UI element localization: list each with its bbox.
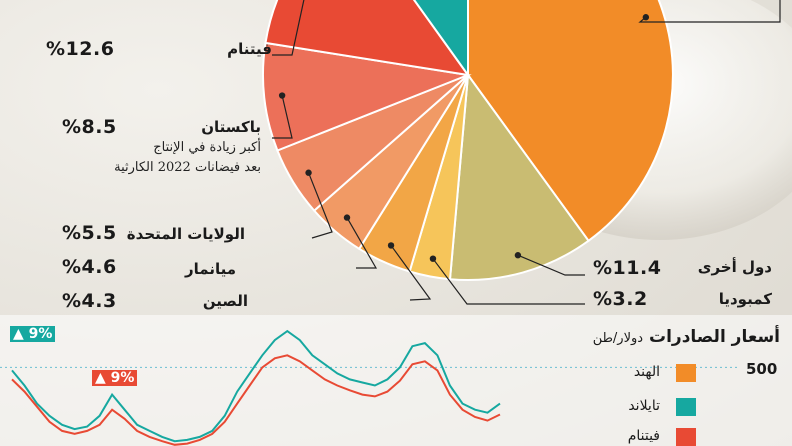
leader-india-dot <box>642 14 650 21</box>
leader-china-dot <box>387 242 395 249</box>
leader-others-line <box>517 254 585 276</box>
label-cambodia: كمبوديا <box>718 290 772 308</box>
price-series-1 <box>11 329 501 443</box>
label-leader-lines <box>272 0 781 305</box>
thailand-change-tag: ▲ 9% <box>10 326 56 342</box>
leader-myanmar-line <box>346 217 378 269</box>
legend-india: الهند <box>633 364 660 380</box>
pie-slice-8 <box>412 0 469 79</box>
pct-pakistan: %8.5 <box>62 116 117 138</box>
leader-others-dot <box>514 252 522 259</box>
leader-usa-line <box>307 172 333 239</box>
leader-pakistan-line <box>272 95 293 139</box>
pie-slice-6 <box>261 41 472 152</box>
legend-swatch-india <box>676 364 696 382</box>
pct-vietnam: %12.6 <box>46 38 115 60</box>
pct-china: %4.3 <box>62 290 117 312</box>
leader-cambodia-dot <box>429 255 437 262</box>
pie-slice-7 <box>264 0 471 77</box>
pie-slice-0 <box>467 0 674 243</box>
leader-cambodia-line <box>432 258 585 305</box>
y-tick-500: 500 <box>746 360 778 378</box>
leader-usa-dot <box>305 169 312 176</box>
pie-slice-1 <box>448 72 590 281</box>
label-usa: الولايات المتحدة <box>126 225 245 243</box>
legend-thailand: تايلاند <box>628 398 660 414</box>
legend-swatch-thailand <box>676 398 696 416</box>
pct-myanmar: %4.6 <box>62 256 117 278</box>
price-lines <box>0 329 740 446</box>
legend-vietnam: فيتنام <box>627 428 660 444</box>
label-myanmar: ميانمار <box>185 260 236 278</box>
leader-vietnam-line <box>272 0 305 56</box>
label-china: الصين <box>202 292 248 310</box>
pct-others: %11.4 <box>593 257 662 279</box>
leader-myanmar-dot <box>343 214 351 221</box>
vietnam-change-tag: ▲ 9% <box>92 370 138 386</box>
label-pakistan: باكستان <box>201 118 261 136</box>
price-series-2 <box>11 354 501 446</box>
pakistan-note-line1: أكبر زيادة في الإنتاج <box>153 140 261 155</box>
pct-usa: %5.5 <box>62 222 117 244</box>
legend-swatch-vietnam <box>676 428 696 446</box>
pakistan-note-line2: بعد فيضانات 2022 الكارثية <box>114 160 261 175</box>
market-share-pie <box>261 0 674 281</box>
label-vietnam: فيتنام <box>227 40 272 58</box>
leader-india-line <box>638 0 781 23</box>
price-title: أسعار الصادرات دولار/طن <box>592 327 780 347</box>
leader-pakistan-dot <box>278 92 286 99</box>
label-others: دول أخرى <box>697 258 772 276</box>
pct-cambodia: %3.2 <box>593 288 648 310</box>
leader-china-line <box>390 245 432 301</box>
